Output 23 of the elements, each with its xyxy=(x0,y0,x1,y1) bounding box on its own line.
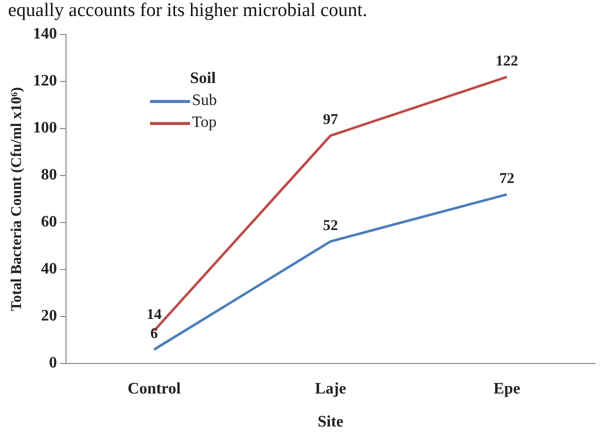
y-tick-label: 100 xyxy=(33,120,57,137)
data-label: 122 xyxy=(496,53,518,70)
legend-label: Sub xyxy=(192,92,217,110)
text: equally accounts for its higher microbial count. xyxy=(8,0,368,22)
data-label: 14 xyxy=(146,307,162,324)
y-tick-label: 140 xyxy=(33,26,57,43)
x-tick-label: Epe xyxy=(493,380,520,398)
legend-title: Soil xyxy=(190,70,217,88)
data-label: 97 xyxy=(323,112,338,128)
y-tick-label: 80 xyxy=(41,166,57,184)
data-label: 52 xyxy=(323,218,338,234)
y-tick-label: 120 xyxy=(33,72,57,90)
data-label: 72 xyxy=(499,170,514,187)
x-axis-title: Site xyxy=(318,414,344,431)
data-label: 6 xyxy=(150,326,158,342)
y-tick-label: 60 xyxy=(41,214,57,231)
x-tick-label: Laje xyxy=(314,380,346,398)
y-tick-label: 0 xyxy=(49,354,57,372)
x-tick-label: Control xyxy=(128,380,182,398)
y-axis-title: Total Bacteria Count (Cfu/ml x10⁶) xyxy=(8,87,25,312)
legend-label: Top xyxy=(192,114,217,132)
y-tick-label: 20 xyxy=(41,308,57,325)
y-tick-label: 40 xyxy=(41,260,57,278)
